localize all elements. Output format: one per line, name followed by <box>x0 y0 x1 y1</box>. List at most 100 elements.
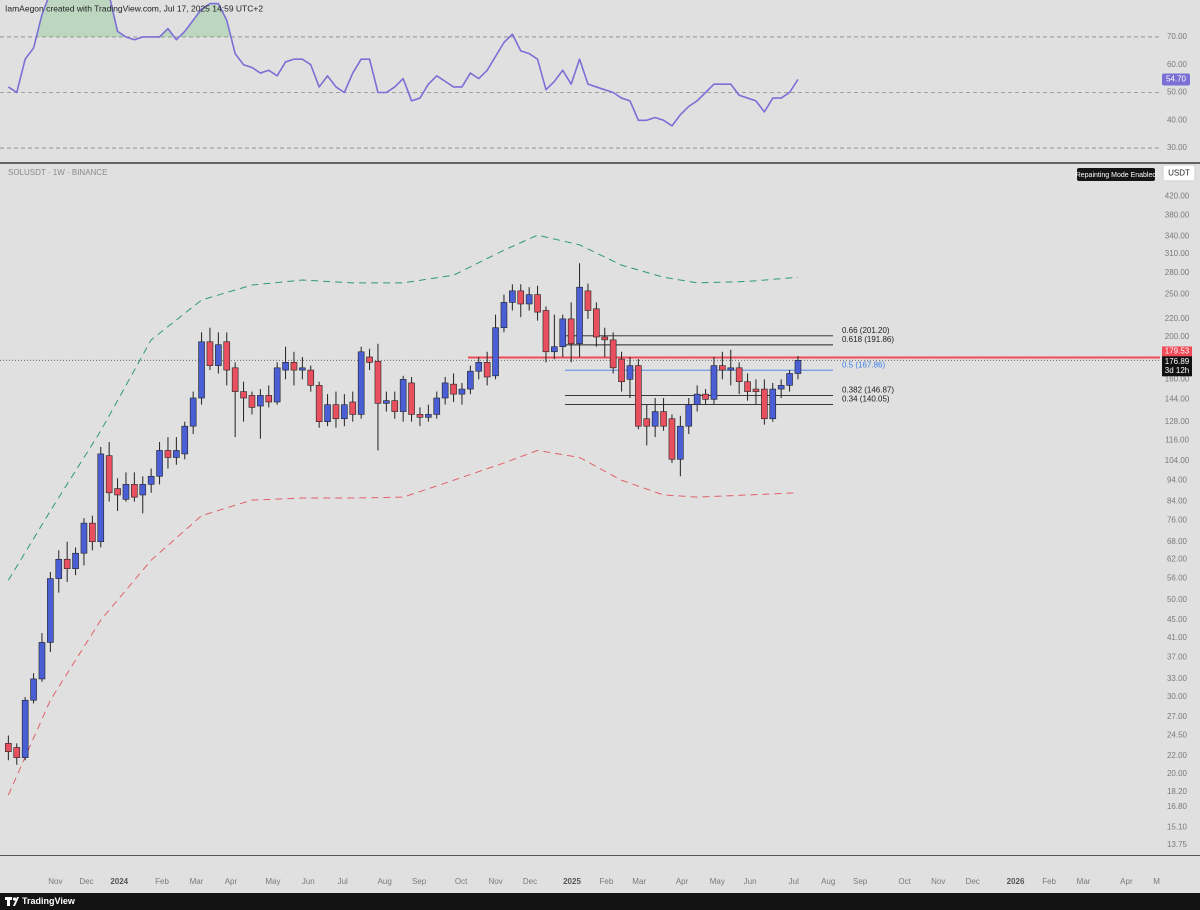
candle-body <box>651 411 659 427</box>
candle-body <box>122 484 130 500</box>
candle-body <box>786 373 793 386</box>
price-tick-label: 45.00 <box>1167 615 1188 624</box>
price-tick-label: 24.50 <box>1167 731 1188 740</box>
price-tick-label: 20.00 <box>1167 769 1188 778</box>
candle-body <box>702 393 709 400</box>
candle-body <box>38 642 46 680</box>
candle-body <box>30 678 37 701</box>
time-tick-label: Jul <box>789 877 799 886</box>
candle-body <box>72 552 79 569</box>
fib-level-label: 0.382 (146.87) <box>842 386 894 395</box>
candle-body <box>257 395 264 407</box>
candle-body <box>509 290 516 303</box>
candle-body <box>189 397 197 427</box>
time-tick-label: Feb <box>1042 877 1056 886</box>
candle-body <box>525 294 533 305</box>
candle-body <box>131 484 138 498</box>
price-tick-label: 280.00 <box>1165 268 1190 277</box>
price-tick-label: 340.00 <box>1165 231 1190 240</box>
rsi-tick-label: 60.00 <box>1167 60 1188 69</box>
logo <box>5 897 19 906</box>
badge: Repainting Mode Enabled <box>1076 172 1157 179</box>
candle-body <box>147 475 155 485</box>
candle-body <box>307 369 315 386</box>
time-tick-label: Oct <box>898 877 911 886</box>
price-tick-label: 16.80 <box>1167 802 1188 811</box>
time-tick-label: Sep <box>853 877 868 886</box>
candle-body <box>761 388 768 420</box>
candle-body <box>660 411 667 427</box>
currency[interactable]: USDT <box>1168 169 1190 178</box>
candle-body <box>441 382 449 399</box>
candle-body <box>458 388 466 395</box>
time-tick-label: Aug <box>821 877 835 886</box>
rsi-pane <box>0 0 1160 149</box>
candle-body <box>542 310 550 353</box>
candle-body <box>55 558 63 579</box>
price-tick-label: 220.00 <box>1165 314 1190 323</box>
candle-body <box>173 450 180 458</box>
price-tick-label: 18.20 <box>1167 787 1188 796</box>
time-axis: Nov Dec 2024 Feb Mar Apr May Jun Jul Aug Sep Oct Nov… <box>48 877 1160 886</box>
price-tick-label: 22.00 <box>1167 751 1188 760</box>
candle-body <box>399 379 407 412</box>
price-tick-label: 13.75 <box>1167 840 1188 849</box>
price-tick-label: 30.00 <box>1167 692 1188 701</box>
candle-body <box>467 370 474 390</box>
candle-body <box>643 418 651 427</box>
time-tick-label: Jun <box>302 877 315 886</box>
rsi-axis: 30.00 40.00 50.00 60.00 70.00 54.70 <box>1162 32 1190 152</box>
candle-body <box>609 339 617 369</box>
candle-body <box>559 318 567 348</box>
countdown: 3d 12h <box>1165 366 1189 375</box>
time-tick-label: 2024 <box>110 877 128 886</box>
candle-body <box>366 356 373 363</box>
candle-body <box>324 404 331 422</box>
time-tick-label: Oct <box>455 877 468 886</box>
price-tick-label: 200.00 <box>1165 332 1190 341</box>
candle-body <box>63 558 71 569</box>
attribution: IamAegon created with TradingView.com, J… <box>5 3 263 13</box>
last-price-box <box>1162 356 1192 377</box>
resistance-label: 179.53 <box>1165 347 1190 356</box>
currency-button[interactable] <box>1162 164 1196 182</box>
time-tick-label: Feb <box>155 877 169 886</box>
candle-body <box>89 522 96 543</box>
candle-body <box>752 388 760 392</box>
candle-body <box>635 365 642 427</box>
footer <box>0 893 1200 910</box>
time-tick-label: 2026 <box>1007 877 1025 886</box>
price-tick-label: 144.00 <box>1165 394 1190 403</box>
time-tick-label: Mar <box>190 877 204 886</box>
candle-body <box>685 404 693 427</box>
price-tick-label: 62.00 <box>1167 554 1188 563</box>
price-tick-label: 68.00 <box>1167 537 1188 546</box>
candle-body <box>618 358 625 383</box>
time-tick-label: M <box>1153 877 1160 886</box>
price-tick-label: 420.00 <box>1165 191 1190 200</box>
price-axis: 420.00 380.00 340.00 310.00 280.00 250.00 220.… <box>1162 191 1192 849</box>
price-tick-label: 128.00 <box>1165 417 1190 426</box>
candle-body <box>299 367 306 371</box>
candle-body <box>315 385 323 422</box>
logo-mark <box>13 897 19 906</box>
candle-body <box>374 360 382 404</box>
candle-body <box>391 400 399 412</box>
candle-body <box>80 522 88 554</box>
rsi-line <box>7 0 799 127</box>
candle-body <box>744 381 751 392</box>
candle-body <box>601 336 609 341</box>
candle-body <box>483 362 491 378</box>
candle-body <box>567 318 575 345</box>
candle-body <box>777 385 785 390</box>
time-tick-label: Dec <box>523 877 537 886</box>
price-tick-label: 33.00 <box>1167 674 1188 683</box>
candle-body <box>576 286 583 345</box>
envelope-band <box>7 449 798 796</box>
rsi-tick-label: 40.00 <box>1167 115 1188 124</box>
time-tick-label: Mar <box>632 877 646 886</box>
candle-body <box>425 414 432 418</box>
logo-mark <box>7 900 10 906</box>
price-tick-label: 84.00 <box>1167 497 1188 506</box>
